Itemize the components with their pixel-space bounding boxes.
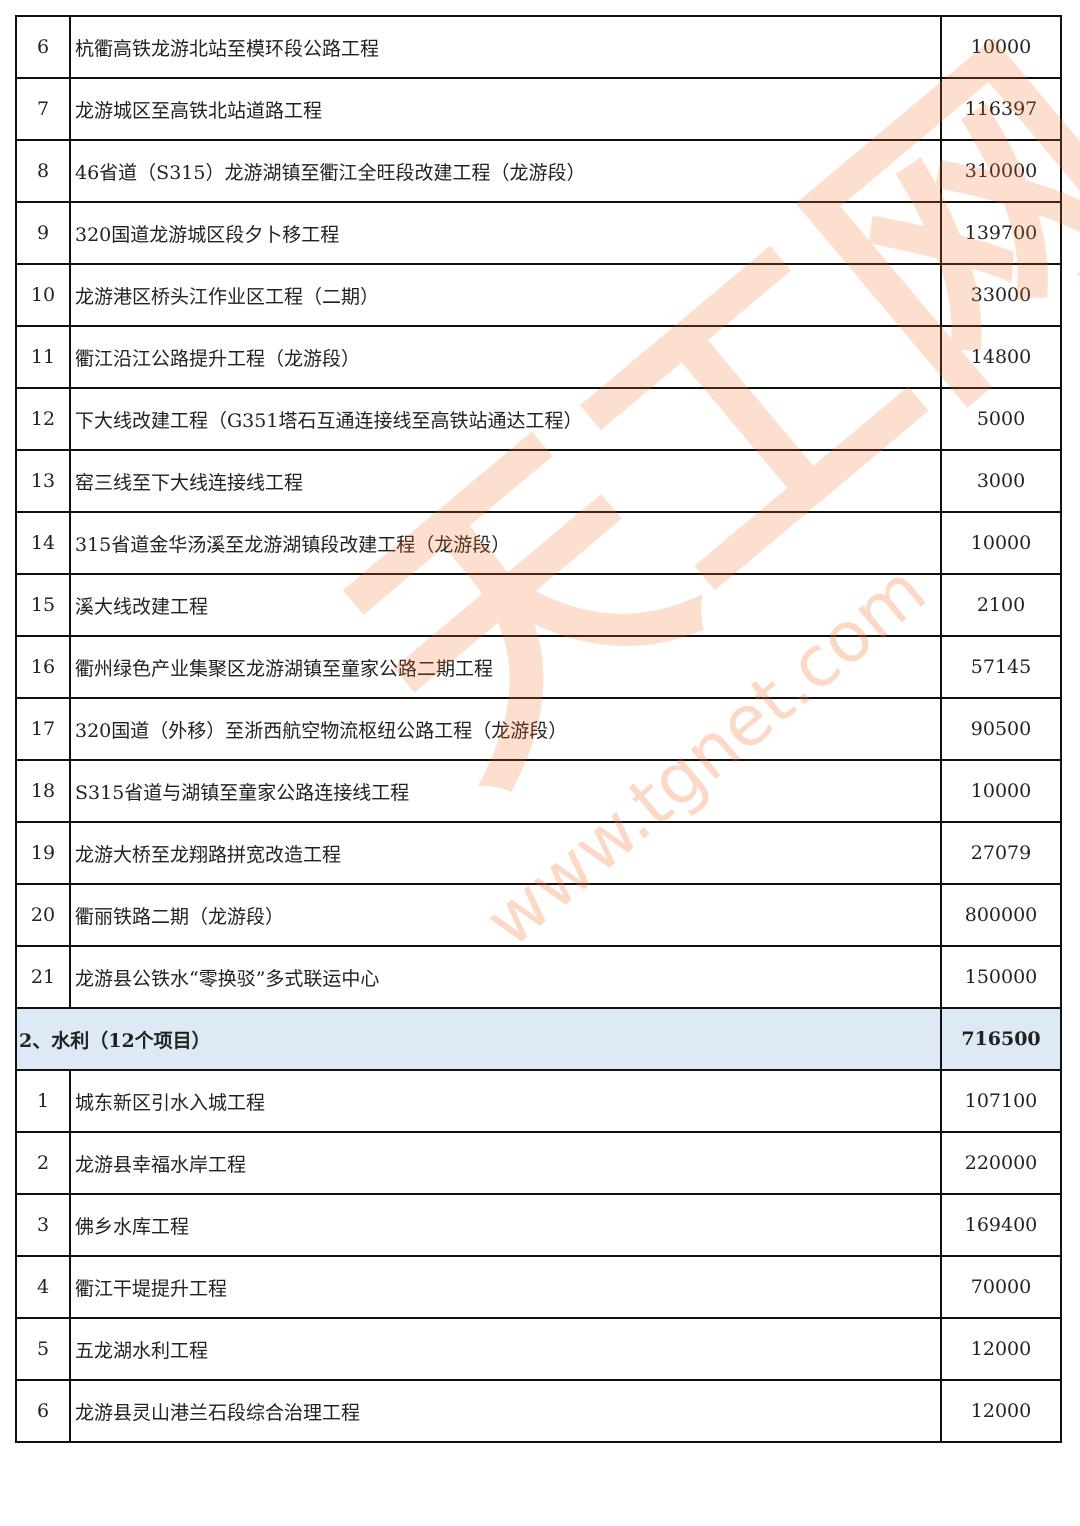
row-number: 5: [15, 1317, 71, 1381]
project-table: 6 杭衢高铁龙游北站至模环段公路工程 10000 7 龙游城区至高铁北站道路工程 1163…: [15, 15, 1062, 1443]
investment-amount: 57145: [940, 635, 1062, 699]
table-row: 10 龙游港区桥头江作业区工程（二期） 33000: [15, 263, 1062, 327]
investment-amount: 14800: [940, 325, 1062, 389]
row-number: 7: [15, 77, 71, 141]
project-name: 衢江干堤提升工程: [69, 1255, 942, 1319]
project-name: S315省道与湖镇至童家公路连接线工程: [69, 759, 942, 823]
table-row: 11 衢江沿江公路提升工程（龙游段） 14800: [15, 325, 1062, 389]
project-name: 46省道（S315）龙游湖镇至衢江全旺段改建工程（龙游段）: [69, 139, 942, 203]
table-row: 13 窑三线至下大线连接线工程 3000: [15, 449, 1062, 513]
investment-amount: 220000: [940, 1131, 1062, 1195]
project-name: 龙游大桥至龙翔路拼宽改造工程: [69, 821, 942, 885]
table-row: 17 320国道（外移）至浙西航空物流枢纽公路工程（龙游段） 90500: [15, 697, 1062, 761]
project-name: 龙游城区至高铁北站道路工程: [69, 77, 942, 141]
project-name: 佛乡水库工程: [69, 1193, 942, 1257]
row-number: 6: [15, 1379, 71, 1443]
row-number: 8: [15, 139, 71, 203]
table-row: 16 衢州绿色产业集聚区龙游湖镇至童家公路二期工程 57145: [15, 635, 1062, 699]
table-row: 5 五龙湖水利工程 12000: [15, 1317, 1062, 1381]
investment-amount: 107100: [940, 1069, 1062, 1133]
investment-amount: 10000: [940, 511, 1062, 575]
project-name: 320国道龙游城区段夕卜移工程: [69, 201, 942, 265]
table-row: 19 龙游大桥至龙翔路拼宽改造工程 27079: [15, 821, 1062, 885]
project-name: 龙游县灵山港兰石段综合治理工程: [69, 1379, 942, 1443]
section-row: 2、水利（12个项目） 716500: [15, 1007, 1062, 1071]
investment-amount: 12000: [940, 1317, 1062, 1381]
row-number: 18: [15, 759, 71, 823]
row-number: 14: [15, 511, 71, 575]
table-row: 2 龙游县幸福水岸工程 220000: [15, 1131, 1062, 1195]
row-number: 9: [15, 201, 71, 265]
section-title: 2、水利（12个项目）: [15, 1007, 942, 1071]
table-row: 9 320国道龙游城区段夕卜移工程 139700: [15, 201, 1062, 265]
table-row: 8 46省道（S315）龙游湖镇至衢江全旺段改建工程（龙游段） 310000: [15, 139, 1062, 203]
row-number: 10: [15, 263, 71, 327]
investment-amount: 12000: [940, 1379, 1062, 1443]
table-row: 14 315省道金华汤溪至龙游湖镇段改建工程（龙游段） 10000: [15, 511, 1062, 575]
investment-amount: 3000: [940, 449, 1062, 513]
investment-amount: 5000: [940, 387, 1062, 451]
row-number: 1: [15, 1069, 71, 1133]
investment-amount: 150000: [940, 945, 1062, 1009]
project-name: 窑三线至下大线连接线工程: [69, 449, 942, 513]
row-number: 4: [15, 1255, 71, 1319]
row-number: 6: [15, 15, 71, 79]
table-row: 4 衢江干堤提升工程 70000: [15, 1255, 1062, 1319]
table-row: 18 S315省道与湖镇至童家公路连接线工程 10000: [15, 759, 1062, 823]
project-name: 五龙湖水利工程: [69, 1317, 942, 1381]
row-number: 17: [15, 697, 71, 761]
row-number: 20: [15, 883, 71, 947]
investment-amount: 116397: [940, 77, 1062, 141]
investment-amount: 800000: [940, 883, 1062, 947]
table-row: 20 衢丽铁路二期（龙游段） 800000: [15, 883, 1062, 947]
project-name: 衢丽铁路二期（龙游段）: [69, 883, 942, 947]
investment-amount: 27079: [940, 821, 1062, 885]
investment-amount: 90500: [940, 697, 1062, 761]
table-row: 21 龙游县公铁水“零换驳”多式联运中心 150000: [15, 945, 1062, 1009]
row-number: 3: [15, 1193, 71, 1257]
investment-amount: 10000: [940, 759, 1062, 823]
project-name: 龙游港区桥头江作业区工程（二期）: [69, 263, 942, 327]
row-number: 21: [15, 945, 71, 1009]
project-name: 衢江沿江公路提升工程（龙游段）: [69, 325, 942, 389]
table-row: 3 佛乡水库工程 169400: [15, 1193, 1062, 1257]
investment-amount: 139700: [940, 201, 1062, 265]
row-number: 13: [15, 449, 71, 513]
table-row: 1 城东新区引水入城工程 107100: [15, 1069, 1062, 1133]
row-number: 2: [15, 1131, 71, 1195]
project-name: 龙游县公铁水“零换驳”多式联运中心: [69, 945, 942, 1009]
investment-amount: 2100: [940, 573, 1062, 637]
table-row: 12 下大线改建工程（G351塔石互通连接线至高铁站通达工程） 5000: [15, 387, 1062, 451]
table-row: 7 龙游城区至高铁北站道路工程 116397: [15, 77, 1062, 141]
row-number: 16: [15, 635, 71, 699]
row-number: 11: [15, 325, 71, 389]
table-row: 6 龙游县灵山港兰石段综合治理工程 12000: [15, 1379, 1062, 1443]
investment-amount: 310000: [940, 139, 1062, 203]
row-number: 15: [15, 573, 71, 637]
investment-amount: 70000: [940, 1255, 1062, 1319]
investment-amount: 10000: [940, 15, 1062, 79]
investment-amount: 169400: [940, 1193, 1062, 1257]
table-row: 15 溪大线改建工程 2100: [15, 573, 1062, 637]
investment-amount: 33000: [940, 263, 1062, 327]
project-name: 衢州绿色产业集聚区龙游湖镇至童家公路二期工程: [69, 635, 942, 699]
row-number: 19: [15, 821, 71, 885]
section-amount: 716500: [940, 1007, 1062, 1071]
project-name: 下大线改建工程（G351塔石互通连接线至高铁站通达工程）: [69, 387, 942, 451]
row-number: 12: [15, 387, 71, 451]
project-name: 溪大线改建工程: [69, 573, 942, 637]
project-name: 龙游县幸福水岸工程: [69, 1131, 942, 1195]
table-row: 6 杭衢高铁龙游北站至模环段公路工程 10000: [15, 15, 1062, 79]
project-name: 320国道（外移）至浙西航空物流枢纽公路工程（龙游段）: [69, 697, 942, 761]
project-name: 城东新区引水入城工程: [69, 1069, 942, 1133]
project-name: 杭衢高铁龙游北站至模环段公路工程: [69, 15, 942, 79]
project-name: 315省道金华汤溪至龙游湖镇段改建工程（龙游段）: [69, 511, 942, 575]
